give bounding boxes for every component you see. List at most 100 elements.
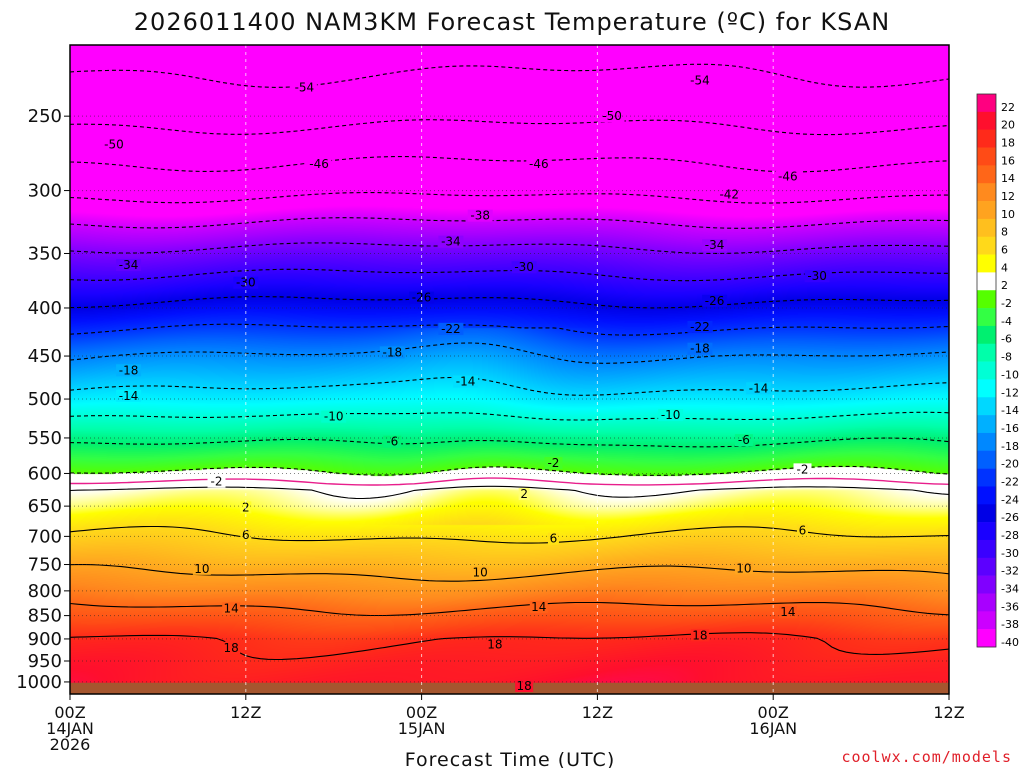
- contour-label: 10: [736, 561, 751, 575]
- x-tick-label: 00Z: [406, 703, 437, 722]
- x-tick-label: 12Z: [230, 703, 261, 722]
- contour-label-bg: [746, 382, 772, 395]
- contour-label: -46: [309, 157, 329, 171]
- legend-swatch: [977, 557, 996, 576]
- contour-label: -30: [236, 276, 256, 290]
- legend-swatch: [977, 290, 996, 309]
- chart-title: 2026011400 NAM3KM Forecast Temperature (…: [134, 8, 890, 36]
- legend-label: -34: [1001, 582, 1019, 595]
- contour-label-bg: [116, 258, 142, 271]
- x-tick-label: 12Z: [933, 703, 964, 722]
- x-axis-label: Forecast Time (UTC): [405, 749, 615, 768]
- contour-label-bg: [306, 157, 332, 170]
- legend-swatch: [977, 397, 996, 416]
- y-tick-label: 500: [28, 389, 62, 410]
- contour-label: 14: [224, 601, 239, 615]
- legend-swatch: [977, 111, 996, 130]
- legend-label: -12: [1001, 386, 1019, 399]
- plot-area: -54 -54 -50 -50 -46 -46 -46 -42 -38 -34 -34 -34 -30 -…: [70, 45, 949, 694]
- contour-label-bg: [453, 375, 479, 388]
- legend-label: -36: [1001, 600, 1019, 613]
- contour-label-bg: [547, 532, 559, 545]
- contour-label: 10: [194, 562, 209, 576]
- contour-label: -46: [529, 157, 549, 171]
- credit-link[interactable]: coolwx.com/models: [841, 748, 1012, 766]
- contour-label: -14: [456, 375, 476, 389]
- contour-label-bg: [775, 170, 801, 183]
- legend-label: -18: [1001, 440, 1019, 453]
- y-tick-label: 750: [28, 555, 62, 576]
- contour-label: -2: [211, 475, 223, 489]
- legend-label: -24: [1001, 493, 1019, 506]
- contour-label: -26: [705, 294, 725, 308]
- contour-label: -18: [690, 342, 710, 356]
- contour-label-bg: [687, 320, 713, 333]
- contour-label: -22: [441, 322, 461, 336]
- contour-label-bg: [383, 435, 402, 448]
- contour-label-bg: [529, 600, 548, 613]
- contour-label-bg: [778, 606, 797, 619]
- legend-label: 2: [1001, 279, 1008, 292]
- legend-swatch: [977, 343, 996, 362]
- legend-swatch: [977, 539, 996, 559]
- x-tick-label: 2026: [50, 735, 91, 754]
- legend-swatch: [977, 504, 996, 523]
- legend-swatch: [977, 94, 996, 113]
- x-tick-label: 14JAN: [46, 719, 94, 738]
- contour-label-bg: [222, 602, 241, 615]
- contour-label-bg: [192, 562, 211, 575]
- y-tick-label: 1000: [16, 672, 62, 693]
- legend-label: -6: [1001, 333, 1012, 346]
- legend-label: 16: [1001, 154, 1015, 167]
- y-tick-label: 300: [28, 181, 62, 202]
- contour-label-bg: [233, 276, 259, 289]
- contour-label: -46: [778, 170, 798, 184]
- legend-swatch: [977, 165, 996, 184]
- contour-label-bg: [687, 74, 713, 87]
- contour-label-bg: [793, 463, 812, 476]
- legend-label: 6: [1001, 244, 1008, 257]
- contour-label: -2: [797, 462, 809, 476]
- legend-label: -4: [1001, 315, 1012, 328]
- legend-swatch: [977, 575, 996, 594]
- legend-swatch: [977, 629, 996, 648]
- legend-swatch: [977, 468, 996, 487]
- contour-label: -18: [119, 363, 139, 377]
- contour-label-bg: [702, 294, 728, 307]
- legend-swatch: [977, 450, 996, 469]
- contour-label-bg: [101, 138, 127, 151]
- legend-swatch: [977, 611, 996, 630]
- legend-label: -30: [1001, 547, 1019, 560]
- legend-swatch: [977, 361, 996, 380]
- legend-swatch: [977, 379, 996, 398]
- temperature-field: [70, 45, 949, 694]
- legend-label: -32: [1001, 565, 1019, 578]
- y-tick-label: 550: [28, 428, 62, 449]
- contour-label: 18: [224, 641, 239, 655]
- legend-swatch: [977, 415, 996, 434]
- contour-label-bg: [511, 261, 537, 274]
- contour-label: -34: [119, 258, 139, 272]
- legend-label: -8: [1001, 351, 1012, 364]
- contour-label: -6: [738, 433, 750, 447]
- contour-label-bg: [526, 157, 552, 170]
- y-tick-label: 650: [28, 496, 62, 517]
- contour-label: 6: [799, 523, 807, 537]
- contour-label: -10: [661, 408, 681, 422]
- contour-label-bg: [467, 209, 493, 222]
- contour-label: -10: [324, 410, 344, 424]
- contour-label: -38: [470, 209, 490, 223]
- y-tick-label: 400: [28, 298, 62, 319]
- legend-swatch: [977, 593, 996, 612]
- contour-label: -18: [382, 345, 402, 359]
- x-tick-label: 15JAN: [398, 719, 446, 738]
- contour-label: -50: [602, 109, 622, 123]
- legend-swatch: [977, 325, 996, 345]
- contour-label-bg: [702, 239, 728, 252]
- contour-label-bg: [291, 81, 317, 94]
- y-tick-label: 350: [28, 243, 62, 264]
- contour-line-minus18: [70, 342, 949, 364]
- contour-label-bg: [716, 188, 742, 201]
- legend-swatch: [977, 147, 996, 166]
